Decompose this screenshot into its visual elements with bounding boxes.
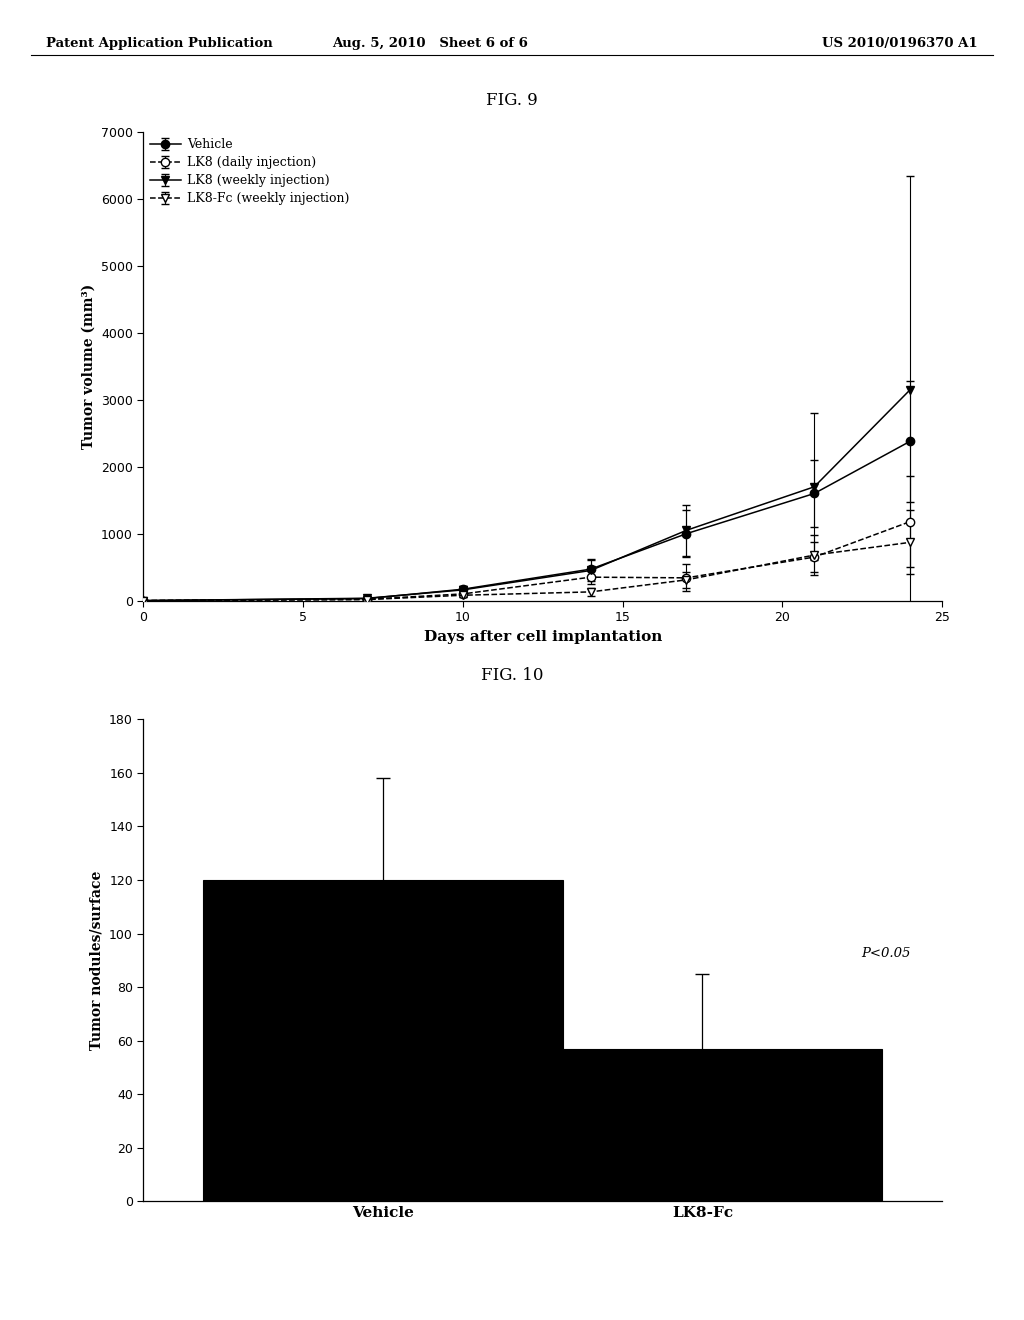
Text: Aug. 5, 2010   Sheet 6 of 6: Aug. 5, 2010 Sheet 6 of 6 [332,37,528,50]
Bar [203,880,563,1201]
Y-axis label: Tumor volume (mm³): Tumor volume (mm³) [81,284,95,449]
Text: US 2010/0196370 A1: US 2010/0196370 A1 [822,37,978,50]
Text: FIG. 9: FIG. 9 [486,92,538,110]
Text: FIG. 10: FIG. 10 [480,667,544,684]
Text: Patent Application Publication: Patent Application Publication [46,37,272,50]
Bar [522,1048,883,1201]
Legend: Vehicle, LK8 (daily injection), LK8 (weekly injection), LK8-Fc (weekly injection: Vehicle, LK8 (daily injection), LK8 (wee… [150,139,349,205]
Text: P<0.05: P<0.05 [861,948,911,961]
Y-axis label: Tumor nodules/surface: Tumor nodules/surface [89,871,103,1049]
X-axis label: Days after cell implantation: Days after cell implantation [424,630,662,644]
